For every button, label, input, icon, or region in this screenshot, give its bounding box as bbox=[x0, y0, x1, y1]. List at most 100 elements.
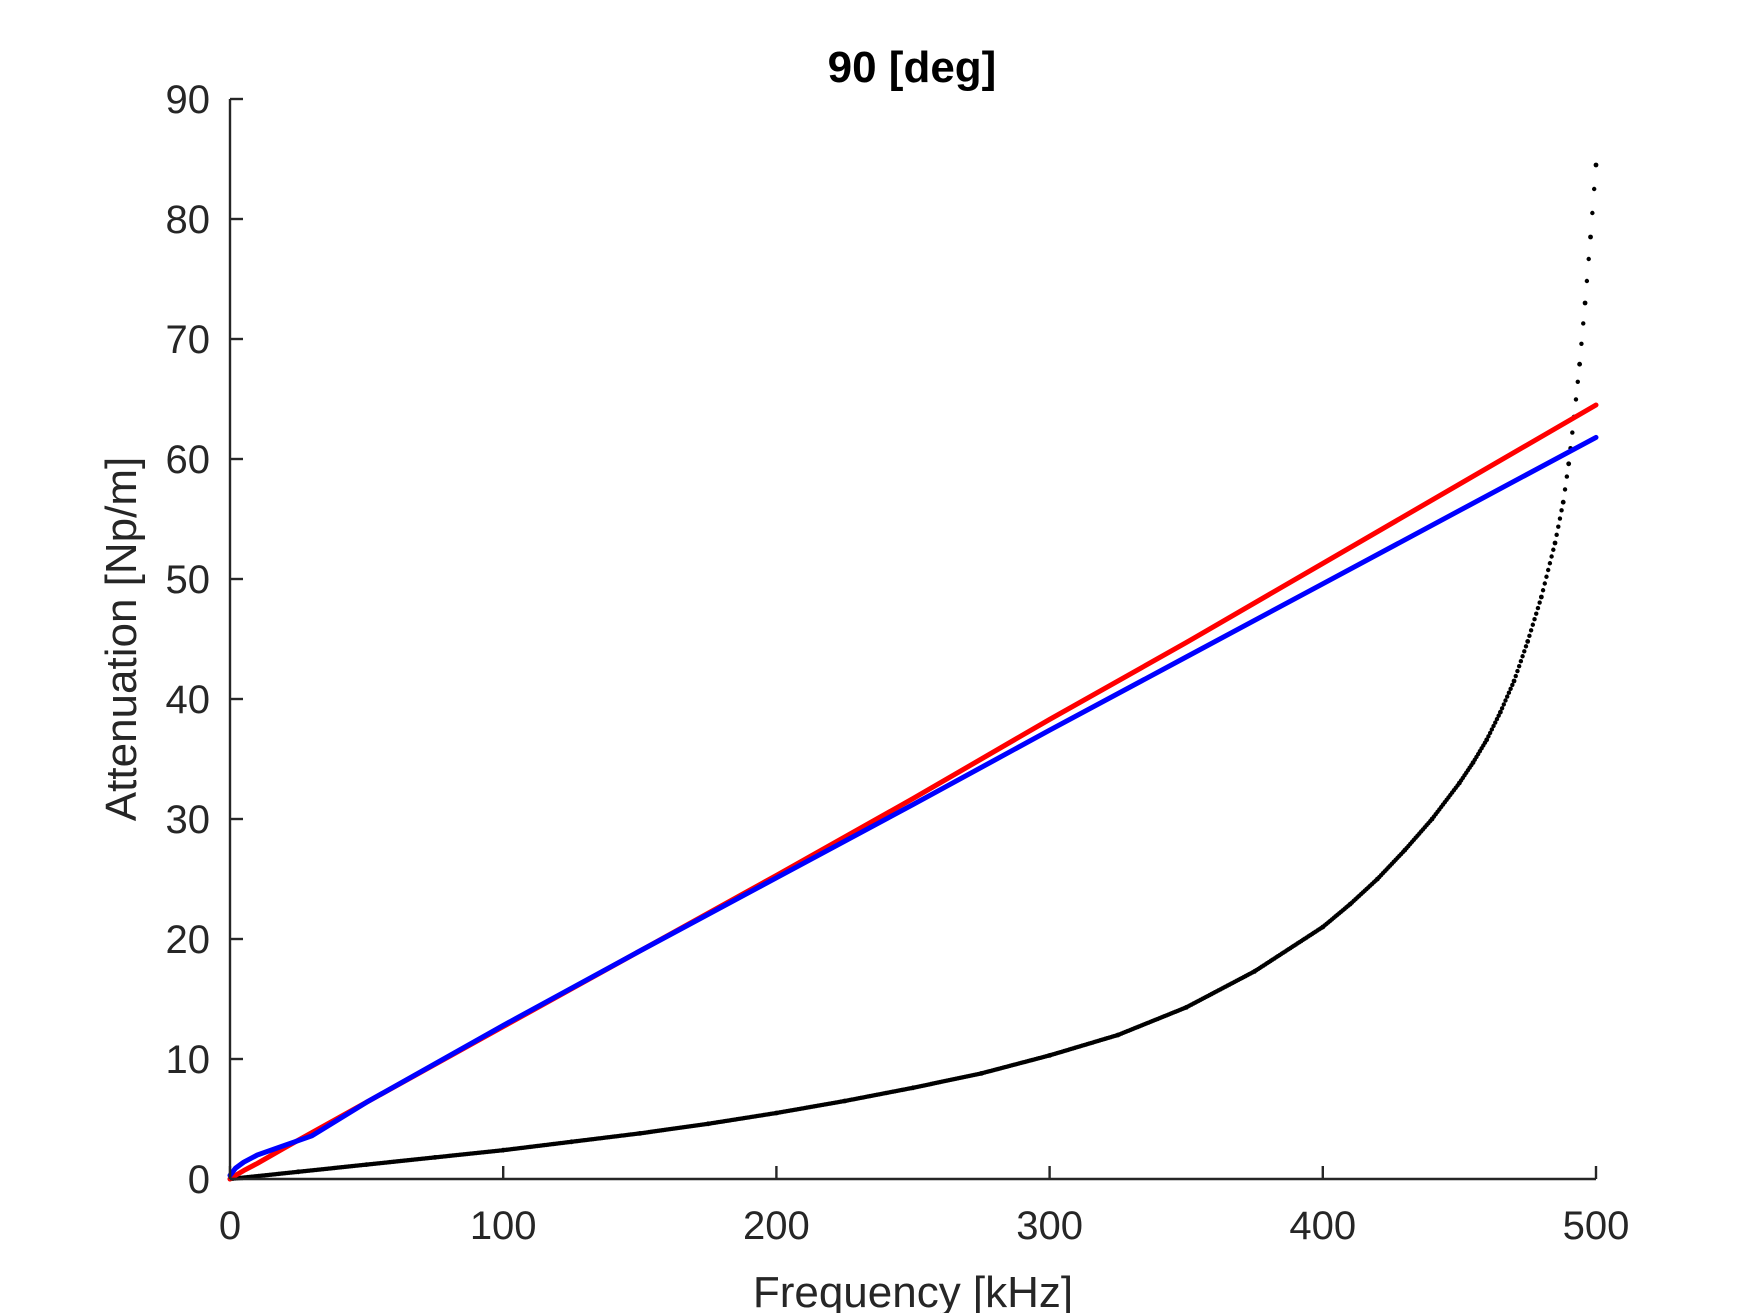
data-point bbox=[1560, 499, 1566, 505]
x-tick-label: 500 bbox=[1563, 1204, 1630, 1248]
y-tick-label: 80 bbox=[166, 198, 211, 242]
y-tick-label: 70 bbox=[166, 318, 211, 362]
chart-title: 90 [deg] bbox=[828, 43, 997, 92]
data-point-interp bbox=[1562, 487, 1568, 492]
data-point-interp bbox=[1544, 574, 1549, 579]
y-tick-label: 90 bbox=[166, 78, 211, 122]
x-tick-label: 0 bbox=[219, 1204, 241, 1248]
data-point-interp bbox=[1522, 649, 1527, 654]
y-tick-label: 50 bbox=[166, 558, 211, 602]
data-point bbox=[1566, 461, 1572, 467]
data-point-interp bbox=[1318, 925, 1324, 931]
data-point-interp bbox=[1518, 659, 1524, 664]
data-point-interp bbox=[1534, 611, 1539, 616]
data-point bbox=[1582, 300, 1588, 306]
data-point-interp bbox=[1557, 516, 1563, 521]
data-point bbox=[1511, 678, 1517, 684]
data-point-interp bbox=[1496, 713, 1501, 718]
data-point-interp bbox=[1501, 702, 1506, 707]
data-point-interp bbox=[1584, 278, 1590, 284]
data-point-interp bbox=[1551, 547, 1556, 552]
data-point-interp bbox=[704, 1121, 709, 1127]
data-point-interp bbox=[1554, 532, 1559, 538]
data-point-interp bbox=[1540, 588, 1546, 593]
data-point-interp bbox=[1113, 1033, 1119, 1038]
x-ticks: 0 100 200 300 400 500 bbox=[219, 1166, 1630, 1248]
data-point-interp bbox=[1505, 694, 1510, 699]
data-point-interp bbox=[362, 1162, 368, 1167]
data-point-interp bbox=[1537, 600, 1542, 605]
data-point-interp bbox=[1499, 706, 1505, 711]
data-point-interp bbox=[1491, 723, 1496, 729]
data-point-interp bbox=[1469, 762, 1474, 768]
data-point-interp bbox=[1503, 698, 1508, 703]
data-point bbox=[1497, 709, 1503, 715]
data-point-interp bbox=[1549, 554, 1554, 559]
y-tick-label: 40 bbox=[166, 678, 211, 722]
data-point-interp bbox=[1400, 849, 1406, 855]
data-point-interp bbox=[1542, 581, 1547, 586]
data-point-interp bbox=[1182, 1005, 1187, 1011]
data-point-interp bbox=[1508, 686, 1513, 691]
x-tick-label: 400 bbox=[1289, 1204, 1356, 1248]
y-axis-title: Attenuation [Np/m] bbox=[97, 457, 146, 821]
data-point-interp bbox=[1493, 720, 1498, 725]
y-tick-label: 20 bbox=[166, 918, 211, 962]
data-point-interp bbox=[1573, 397, 1579, 402]
data-point-interp bbox=[635, 1131, 641, 1136]
data-point-interp bbox=[1489, 727, 1495, 732]
data-point-interp bbox=[1045, 1053, 1051, 1059]
data-point-interp bbox=[1494, 716, 1500, 722]
dot-series bbox=[227, 162, 1599, 1182]
data-point-interp bbox=[909, 1085, 914, 1091]
y-tick-label: 60 bbox=[166, 438, 211, 482]
y-tick-label: 30 bbox=[166, 798, 211, 842]
data-point bbox=[1577, 361, 1583, 367]
y-tick-label: 10 bbox=[166, 1038, 211, 1082]
data-point-interp bbox=[1523, 644, 1529, 649]
data-point-interp bbox=[1575, 379, 1580, 384]
data-point-interp bbox=[1532, 617, 1537, 622]
data-point-interp bbox=[1579, 341, 1584, 346]
data-point-interp bbox=[1545, 567, 1551, 573]
data-point-interp bbox=[1570, 430, 1575, 435]
series-layer bbox=[227, 162, 1599, 1182]
data-point-interp bbox=[1346, 903, 1351, 908]
data-point-interp bbox=[1513, 673, 1518, 679]
data-point-interp bbox=[1581, 321, 1586, 326]
data-point-interp bbox=[1528, 628, 1534, 633]
data-point bbox=[1538, 594, 1544, 600]
x-tick-label: 300 bbox=[1016, 1204, 1083, 1248]
data-point-interp bbox=[499, 1148, 504, 1153]
data-point-interp bbox=[1428, 818, 1433, 824]
data-point-interp bbox=[1564, 474, 1570, 479]
data-point bbox=[1593, 162, 1599, 168]
data-point-interp bbox=[1486, 734, 1491, 739]
data-point bbox=[1525, 639, 1531, 644]
x-tick-label: 100 bbox=[470, 1204, 537, 1248]
data-point-interp bbox=[430, 1155, 436, 1160]
data-point-interp bbox=[1482, 740, 1488, 745]
data-point-interp bbox=[1591, 186, 1597, 192]
data-point-interp bbox=[1516, 663, 1522, 669]
data-point-interp bbox=[1455, 783, 1460, 788]
data-point-interp bbox=[1515, 668, 1520, 674]
data-point-interp bbox=[1510, 682, 1515, 688]
x-tick-label: 200 bbox=[743, 1204, 810, 1248]
data-point-interp bbox=[1506, 690, 1512, 695]
data-point-interp bbox=[1250, 970, 1255, 975]
data-point-interp bbox=[1373, 878, 1378, 883]
y-tick-label: 0 bbox=[188, 1158, 210, 1202]
data-point-interp bbox=[567, 1139, 572, 1145]
data-point-interp bbox=[772, 1111, 777, 1116]
data-point-interp bbox=[1586, 256, 1591, 262]
data-point bbox=[1552, 540, 1558, 546]
data-point-interp bbox=[1535, 605, 1541, 611]
line-series bbox=[227, 434, 1599, 1178]
data-point bbox=[1588, 234, 1593, 240]
data-point-interp bbox=[1527, 633, 1532, 639]
data-point-interp bbox=[977, 1071, 982, 1076]
data-point-interp bbox=[1487, 730, 1493, 736]
data-point-interp bbox=[1556, 524, 1561, 529]
